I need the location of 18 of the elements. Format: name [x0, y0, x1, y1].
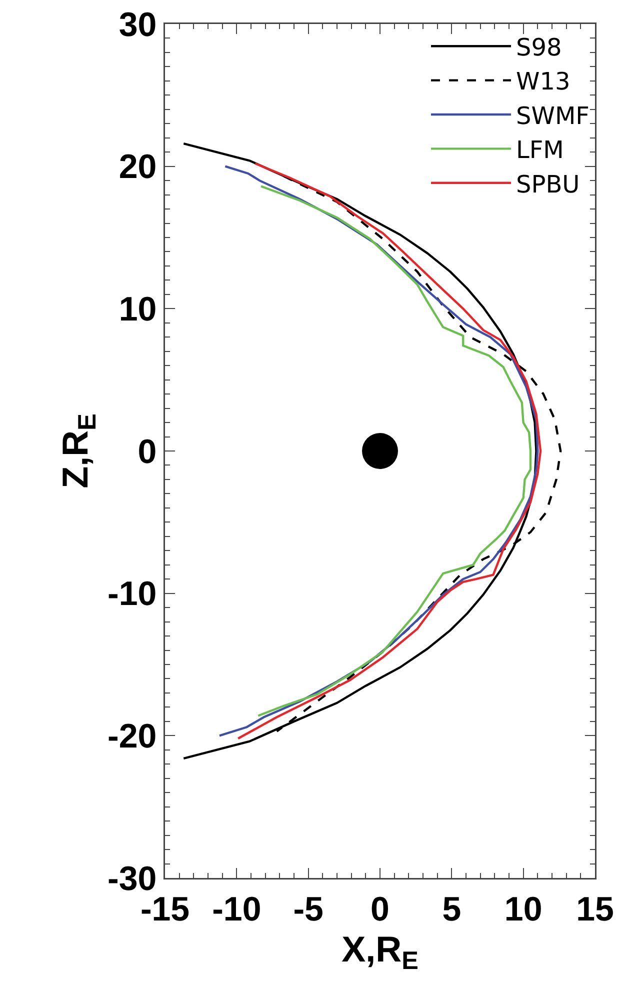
legend-label: SWMF: [516, 102, 590, 130]
y-tick-label: 10: [118, 290, 157, 329]
y-tick-label: -10: [108, 575, 157, 614]
y-tick-label: 0: [138, 432, 157, 471]
x-tick-label: -5: [293, 890, 324, 928]
y-tick-label: 20: [118, 148, 157, 186]
x-tick-label: 15: [576, 890, 614, 928]
legend-label: SPBU: [516, 170, 580, 198]
x-tick-label: -10: [212, 890, 262, 928]
x-tick-label: 5: [442, 890, 462, 928]
legend-label: W13: [516, 68, 570, 96]
legend-label: LFM: [516, 136, 564, 164]
x-tick-label: 0: [370, 890, 390, 928]
y-tick-label: -20: [108, 718, 157, 756]
x-tick-label: 10: [504, 890, 542, 928]
x-axis-title: X,R$_{E}$: [342, 928, 418, 975]
legend-label: S98: [516, 33, 562, 62]
y-tick-label: 30: [118, 6, 157, 44]
